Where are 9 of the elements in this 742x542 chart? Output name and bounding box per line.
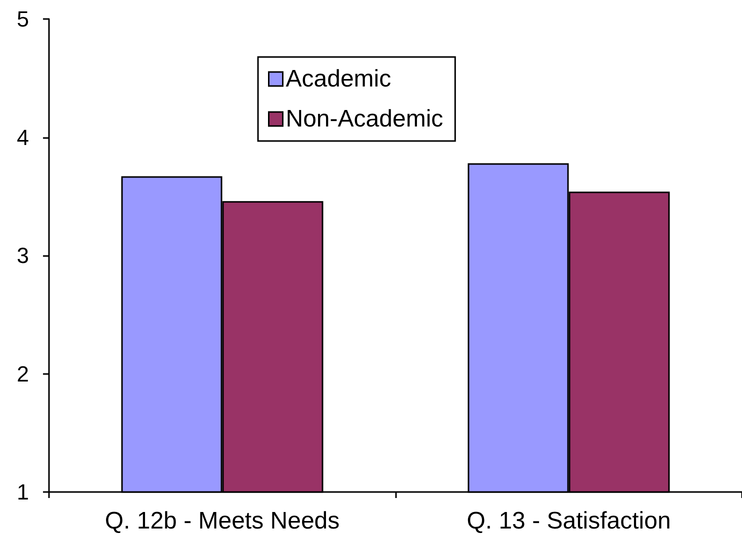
legend-label: Non-Academic <box>286 106 444 132</box>
y-tick-label: 3 <box>16 243 29 268</box>
y-tick-label: 1 <box>16 480 29 504</box>
y-tick-label: 2 <box>16 361 29 386</box>
y-tick-label: 4 <box>16 124 29 150</box>
x-tick-label: Q. 12b - Meets Needs <box>104 508 340 534</box>
x-tick-label: Q. 13 - Satisfaction <box>466 508 671 534</box>
legend-label: Academic <box>286 66 392 92</box>
y-tick-label: 5 <box>16 6 29 32</box>
